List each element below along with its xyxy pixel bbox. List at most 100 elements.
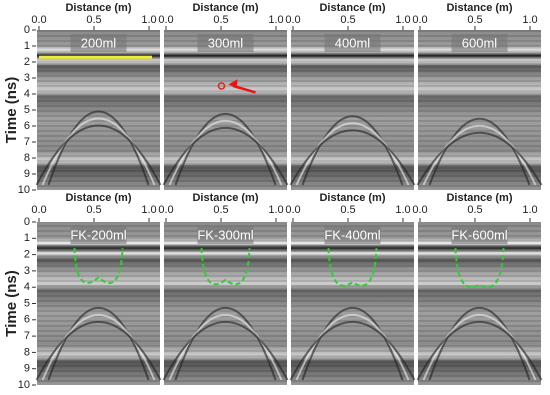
x-tick-label: 1.0 [395,14,410,26]
title-box [70,226,127,244]
hyperbola [35,124,162,186]
hyperbola [162,127,289,186]
y-axis-label: Time (ns) [3,77,20,143]
hyperbola [422,124,537,186]
y-tick-label: 4 [24,88,30,100]
x-tick-label: 1.0 [268,14,283,26]
panel-title: 200ml [81,35,117,50]
x-tick-label: 1.0 [141,14,156,26]
y-tick-label: 8 [24,346,30,358]
y-tick-label: 3 [24,72,30,84]
y-tick-label: 2 [24,249,30,261]
hyperbola [428,117,531,186]
y-tick-label: 9 [24,363,30,375]
x-tick-label: 0.5 [467,14,482,26]
hyperbola [47,306,150,381]
hyperbola [428,306,531,381]
title-box [197,34,254,52]
title-box [70,34,127,52]
y-tick-label: 6 [24,314,30,326]
y-tick-label: 0 [24,216,30,228]
x-tick-label: 0.0 [158,204,173,216]
hyperbola [289,129,416,186]
hyperbola [416,321,543,381]
hyperbola [174,306,277,381]
x-axis-label: Distance (m) [446,192,512,204]
fit-curve [73,248,124,284]
title-box [324,34,381,52]
y-tick-label: 3 [24,265,30,277]
x-tick-label: 0.5 [340,204,355,216]
y-tick-label: 0 [24,24,30,36]
y-tick-label: 7 [24,330,30,342]
x-tick-label: 0.0 [412,204,427,216]
hyperbola [301,306,404,381]
panel-title: FK-200ml [70,227,126,242]
hyperbola [162,321,289,381]
y-tick-label: 9 [24,168,30,180]
y-tick-label: 7 [24,136,30,148]
fit-curve [327,248,378,287]
x-tick-label: 0.0 [31,204,46,216]
x-tick-label: 1.0 [522,204,537,216]
x-tick-label: 0.0 [412,14,427,26]
title-box [324,226,381,244]
x-tick-label: 0.0 [31,14,46,26]
hyperbola [174,112,277,186]
y-tick-label: 1 [24,232,30,244]
y-tick-label: 4 [24,281,30,293]
x-tick-label: 1.0 [268,204,283,216]
hyperbola [295,122,410,186]
hyperbola [168,313,283,381]
hyperbola [289,321,416,381]
x-tick-label: 0.5 [467,204,482,216]
x-axis-label: Distance (m) [65,2,131,14]
hyperbola [301,115,404,186]
title-box [451,226,508,244]
x-axis-label: Distance (m) [319,192,385,204]
fit-curve [200,248,251,286]
y-tick-label: 1 [24,40,30,52]
title-box [197,226,254,244]
panel-title: FK-600ml [451,227,507,242]
arrow-shaft [233,84,256,94]
x-axis-label: Distance (m) [65,192,131,204]
x-tick-label: 1.0 [522,14,537,26]
hyperbola [41,313,156,381]
arrow-head [228,79,238,89]
y-tick-label: 8 [24,152,30,164]
y-tick-label: 2 [24,56,30,68]
x-axis-label: Distance (m) [192,192,258,204]
x-tick-label: 0.5 [213,14,228,26]
hyperbola [47,110,150,186]
title-box [451,34,508,52]
x-tick-label: 1.0 [141,204,156,216]
x-tick-label: 0.5 [213,204,228,216]
x-axis-label: Distance (m) [192,2,258,14]
y-tick-label: 5 [24,297,30,309]
x-tick-label: 0.0 [285,204,300,216]
y-tick-label: 5 [24,104,30,116]
hyperbola [168,120,283,186]
hyperbola [35,321,162,381]
y-tick-label: 6 [24,120,30,132]
x-tick-label: 0.0 [285,14,300,26]
panel-title: 600ml [462,35,498,50]
y-axis-label: Time (ns) [3,270,20,336]
panel-title: FK-400ml [324,227,380,242]
x-tick-label: 0.5 [340,14,355,26]
hyperbola [295,313,410,381]
panel-title: 400ml [335,35,371,50]
x-tick-label: 1.0 [395,204,410,216]
x-tick-label: 0.5 [86,14,101,26]
y-tick-label: 10 [18,379,30,391]
hyperbola [41,117,156,186]
fit-curve [454,248,505,289]
hyperbola [416,131,543,186]
panel-title: FK-300ml [197,227,253,242]
panel-title: 300ml [208,35,244,50]
target-marker [217,82,226,90]
x-tick-label: 0.5 [86,204,101,216]
x-tick-label: 0.0 [158,14,173,26]
